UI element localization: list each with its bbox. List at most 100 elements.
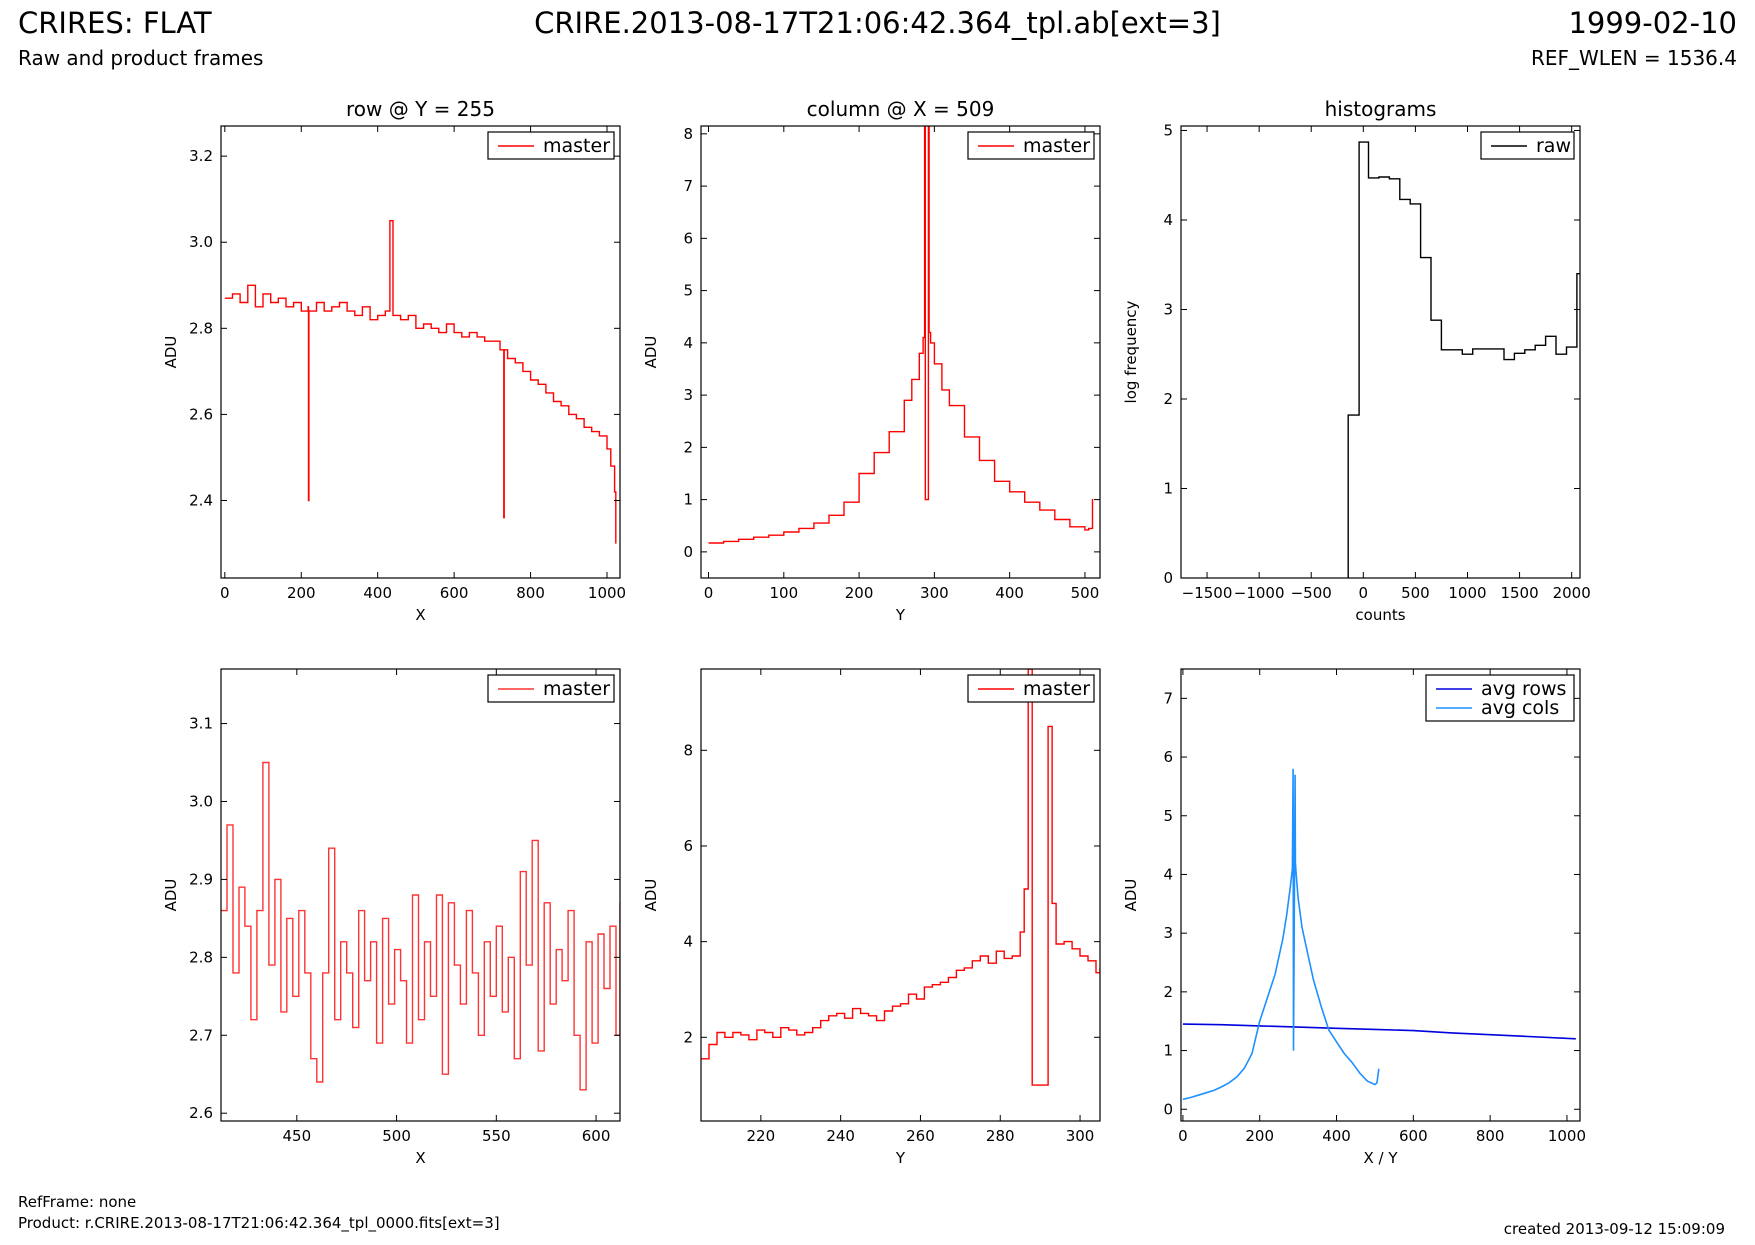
y-axis-label: ADU <box>162 336 180 369</box>
x-axis-label: X <box>415 1149 425 1167</box>
x-tick-label: 1000 <box>1548 1127 1586 1145</box>
chart-title: row @ Y = 255 <box>346 97 495 121</box>
x-tick-label: 0 <box>220 584 230 602</box>
y-tick-label: 0 <box>1163 1100 1173 1118</box>
legend: master <box>487 131 615 160</box>
axes-frame <box>1180 125 1581 579</box>
x-tick-label: 400 <box>1322 1127 1351 1145</box>
series-master <box>708 126 1094 544</box>
x-tick-label: 1500 <box>1500 584 1538 602</box>
series-master <box>701 669 1100 1086</box>
y-tick-label: 3.2 <box>189 147 213 165</box>
y-axis-label: ADU <box>162 879 180 912</box>
y-tick-label: 2 <box>683 438 693 456</box>
axes-frame <box>1180 668 1581 1122</box>
y-tick-label: 0 <box>1163 569 1173 587</box>
x-tick-label: 240 <box>826 1127 855 1145</box>
axes-frame <box>220 125 621 579</box>
y-tick-label: 2.8 <box>189 948 213 966</box>
x-tick-label: 2000 <box>1553 584 1591 602</box>
y-tick-label: 2 <box>683 1028 693 1046</box>
x-tick-label: 400 <box>363 584 392 602</box>
ref-wlen-text: REF_WLEN = 1536.4 <box>1530 46 1737 70</box>
footer-product: Product: r.CRIRE.2013-08-17T21:06:42.364… <box>18 1214 500 1232</box>
y-tick-label: 2 <box>1163 983 1173 1001</box>
x-axis-label: X / Y <box>1363 1149 1398 1167</box>
x-tick-label: 500 <box>1071 584 1100 602</box>
x-tick-label: 600 <box>1399 1127 1428 1145</box>
y-tick-label: 3 <box>683 386 693 404</box>
legend-entry: avg rows <box>1481 678 1566 700</box>
y-axis-label: log frequency <box>1122 300 1140 403</box>
x-tick-label: 800 <box>1476 1127 1505 1145</box>
chart-title: column @ X = 509 <box>807 97 995 121</box>
y-tick-label: 4 <box>683 933 693 951</box>
y-tick-label: 3 <box>1163 300 1173 318</box>
chart-row_full: 0 200 400 600 800 1000 2.4 2.6 2.8 3.0 3.2 row @ Y … <box>162 97 626 624</box>
y-tick-label: 7 <box>683 177 693 195</box>
x-tick-label: 200 <box>287 584 316 602</box>
legend: master <box>967 674 1095 703</box>
y-tick-label: 6 <box>1163 748 1173 766</box>
x-tick-label: 800 <box>516 584 545 602</box>
x-tick-label: 1000 <box>1448 584 1486 602</box>
axes-frame <box>220 668 621 1122</box>
series-avg-rows <box>1182 1023 1576 1040</box>
x-axis-label: Y <box>895 1149 906 1167</box>
chart-col_zoom: 220 240 260 280 300 2 4 6 8 Y ADU master <box>642 668 1101 1167</box>
x-tick-label: 500 <box>382 1127 411 1145</box>
legend-entry: master <box>1023 678 1090 700</box>
x-tick-label: −500 <box>1291 584 1332 602</box>
main-title: CRIRES: FLAT <box>18 6 212 40</box>
y-tick-label: 1 <box>683 491 693 509</box>
y-tick-label: 5 <box>683 282 693 300</box>
y-tick-label: 4 <box>1163 211 1173 229</box>
chart-title: histograms <box>1325 97 1437 121</box>
x-tick-label: −1500 <box>1182 584 1233 602</box>
x-tick-label: 600 <box>582 1127 611 1145</box>
y-tick-label: 5 <box>1163 807 1173 825</box>
legend: raw <box>1480 131 1575 160</box>
y-tick-label: 2.4 <box>189 492 213 510</box>
y-tick-label: 6 <box>683 837 693 855</box>
subtitle: Raw and product frames <box>18 46 264 70</box>
legend-entry: raw <box>1536 135 1571 157</box>
x-tick-label: 300 <box>1066 1127 1095 1145</box>
x-tick-label: 280 <box>986 1127 1015 1145</box>
y-tick-label: 6 <box>683 229 693 247</box>
x-tick-label: 220 <box>747 1127 776 1145</box>
footer-created: created 2013-09-12 15:09:09 <box>1503 1220 1725 1238</box>
chart-row_zoom: 450 500 550 600 2.6 2.7 2.8 2.9 3.0 3.1 X ADU master <box>162 668 621 1167</box>
y-tick-label: 8 <box>683 125 693 143</box>
x-tick-label: 600 <box>440 584 469 602</box>
x-axis-label: X <box>415 606 425 624</box>
y-tick-label: 0 <box>683 543 693 561</box>
y-tick-label: 3.1 <box>189 715 213 733</box>
axes-frame <box>700 125 1101 579</box>
legend-entry: avg cols <box>1481 697 1559 719</box>
x-tick-label: 450 <box>282 1127 311 1145</box>
y-axis-label: ADU <box>642 879 660 912</box>
series-master <box>224 220 617 544</box>
x-tick-label: 0 <box>704 584 714 602</box>
x-tick-label: 100 <box>769 584 798 602</box>
x-tick-label: 400 <box>995 584 1024 602</box>
x-tick-label: 260 <box>906 1127 935 1145</box>
y-tick-label: 2.9 <box>189 870 213 888</box>
x-tick-label: 0 <box>1359 584 1369 602</box>
chart-col_full: 0 100 200 300 400 500 0 1 2 3 4 5 6 7 8 column @ X = 50… <box>642 97 1101 624</box>
legend-entry: master <box>1023 135 1090 157</box>
file-title: CRIRE.2013-08-17T21:06:42.364_tpl.ab[ext… <box>534 6 1221 40</box>
y-tick-label: 2.8 <box>189 319 213 337</box>
x-tick-label: −1000 <box>1234 584 1285 602</box>
footer-refframe: RefFrame: none <box>18 1193 137 1211</box>
x-tick-label: 500 <box>1401 584 1430 602</box>
x-tick-label: 0 <box>1178 1127 1188 1145</box>
y-tick-label: 3 <box>1163 924 1173 942</box>
legend-entry: master <box>543 678 610 700</box>
legend: master <box>487 674 615 703</box>
y-tick-label: 3.0 <box>189 792 213 810</box>
x-axis-label: Y <box>895 606 906 624</box>
